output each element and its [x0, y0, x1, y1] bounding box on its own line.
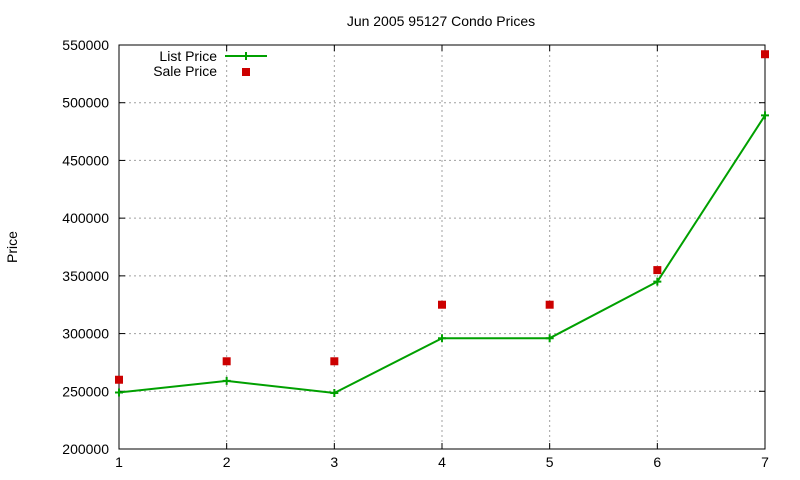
legend-marker-sale-price — [242, 68, 250, 76]
axis-ticks: 200000 250000 300000 350000 400000 450000 5000… — [62, 37, 769, 470]
sale-price-point — [761, 50, 769, 59]
x-tick-label: 6 — [653, 454, 661, 470]
sale-price-point — [545, 300, 554, 309]
sale-price-point — [115, 375, 123, 384]
series-layer — [115, 50, 769, 398]
x-tick-label: 5 — [546, 454, 554, 470]
y-tick-label: 200000 — [62, 441, 109, 457]
list-price-point — [761, 111, 769, 120]
sale-price-point — [222, 357, 231, 366]
y-tick-label: 350000 — [62, 268, 109, 284]
legend-label-list-price: List Price — [159, 48, 217, 64]
x-tick-label: 1 — [115, 454, 123, 470]
x-tick-label: 4 — [438, 454, 446, 470]
list-price-point — [438, 334, 446, 343]
y-axis-label: Price — [4, 231, 20, 263]
list-price-point — [330, 389, 339, 398]
x-tick-label: 7 — [761, 454, 769, 470]
x-tick-label: 2 — [223, 454, 231, 470]
list-price-point — [222, 376, 231, 385]
chart-title: Jun 2005 95127 Condo Prices — [347, 13, 535, 29]
y-tick-label: 300000 — [62, 326, 109, 342]
y-tick-label: 450000 — [62, 152, 109, 168]
sale-price-point — [653, 266, 662, 275]
y-tick-label: 550000 — [62, 37, 109, 53]
legend-label-sale-price: Sale Price — [153, 63, 217, 79]
list-price-point — [115, 388, 123, 397]
sale-price-point — [330, 357, 339, 366]
x-tick-label: 3 — [330, 454, 338, 470]
sale-price-point — [438, 300, 446, 309]
list-price-point — [653, 277, 662, 286]
list-price-point — [545, 334, 554, 343]
legend-marker-list-price — [242, 52, 250, 60]
grid — [119, 45, 765, 449]
legend: List Price Sale Price — [153, 48, 267, 79]
y-tick-label: 500000 — [62, 95, 109, 111]
y-tick-label: 250000 — [62, 383, 109, 399]
y-tick-label: 400000 — [62, 210, 109, 226]
